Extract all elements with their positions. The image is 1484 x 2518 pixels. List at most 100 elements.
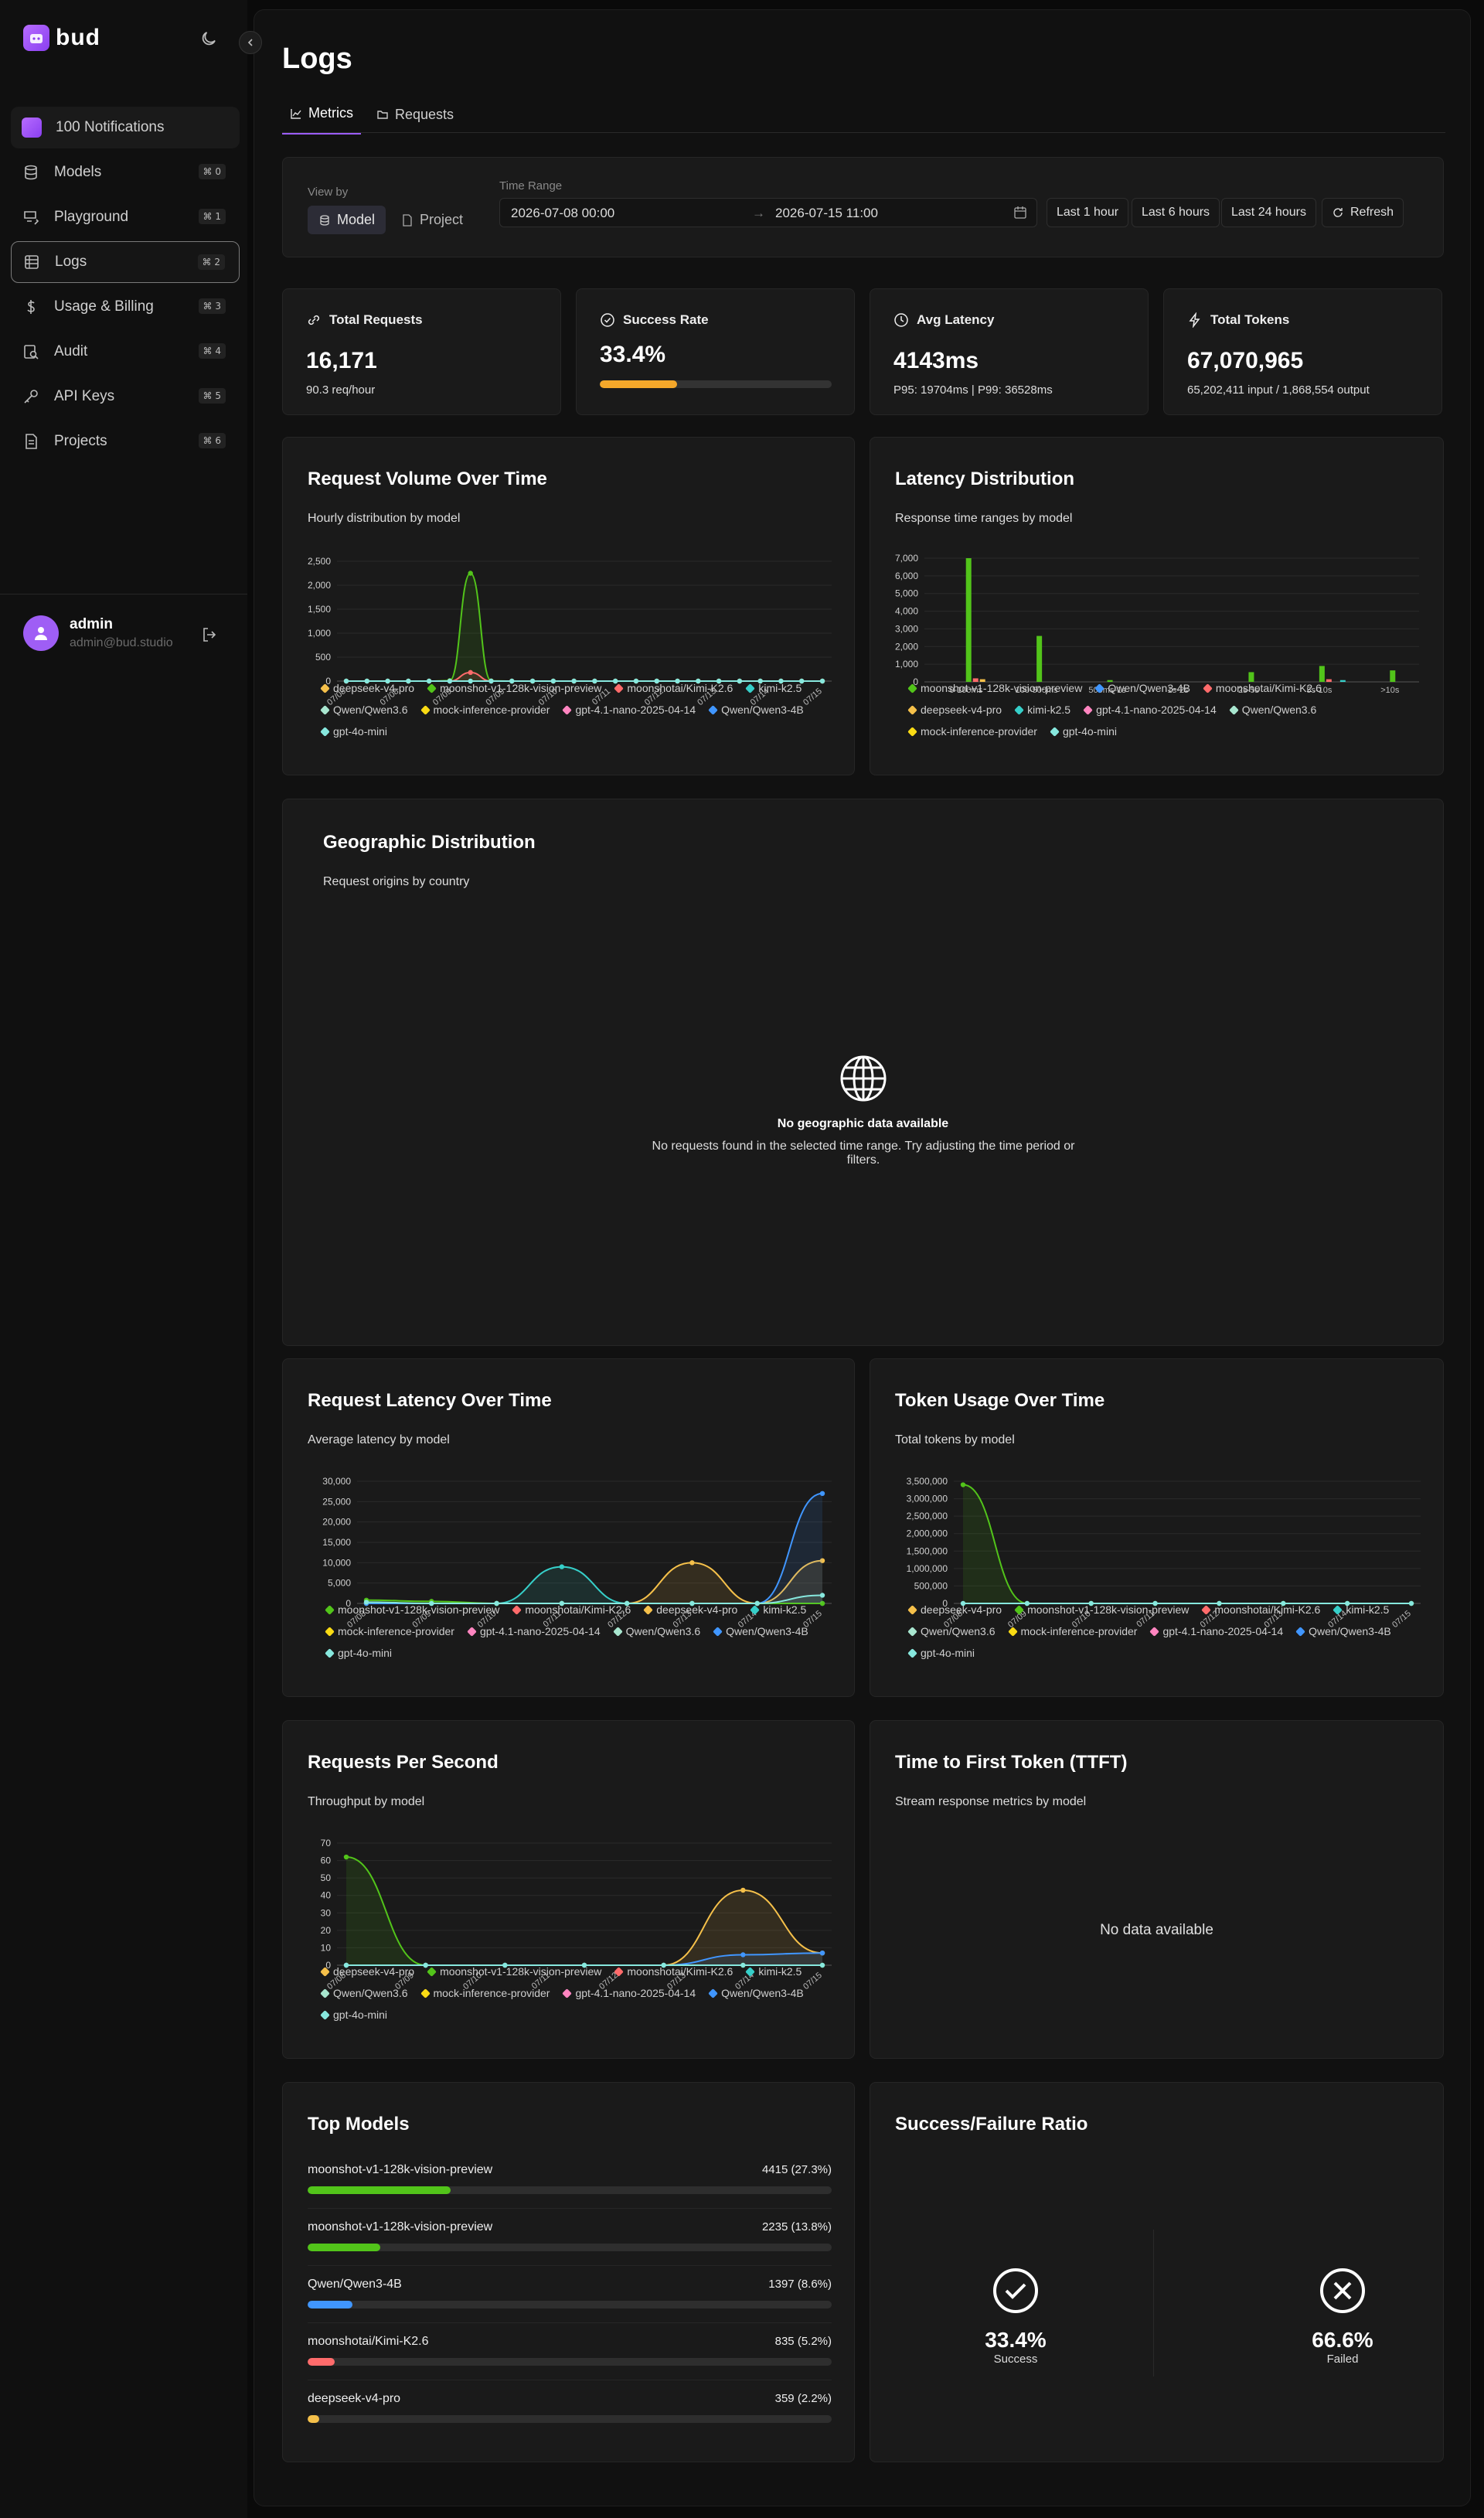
legend-item[interactable]: moonshot-v1-128k-vision-preview bbox=[427, 682, 601, 694]
legend-label: kimi-k2.5 bbox=[1027, 704, 1071, 716]
notifications-item[interactable]: 100 Notifications bbox=[11, 107, 240, 148]
data-point bbox=[529, 678, 536, 684]
legend-item[interactable]: moonshot-v1-128k-vision-preview bbox=[427, 1965, 601, 1978]
legend-item[interactable]: Qwen/Qwen3.6 bbox=[907, 1625, 996, 1637]
legend-label: mock-inference-provider bbox=[338, 1625, 454, 1637]
legend-item[interactable]: moonshot-v1-128k-vision-preview bbox=[907, 682, 1082, 694]
y-tick-label: 2,500 bbox=[308, 556, 331, 567]
legend-item[interactable]: Qwen/Qwen3.6 bbox=[320, 1987, 408, 1999]
last-1-hour-button[interactable]: Last 1 hour bbox=[1047, 198, 1129, 227]
y-tick-label: 0 bbox=[913, 676, 918, 687]
view-by-model-button[interactable]: Model bbox=[308, 206, 386, 234]
shortcut-badge: ⌘ 4 bbox=[198, 343, 226, 359]
legend-item[interactable]: Qwen/Qwen3.6 bbox=[1228, 704, 1316, 716]
legend-item[interactable]: gpt-4.1-nano-2025-04-14 bbox=[1083, 704, 1217, 716]
legend-item[interactable]: gpt-4.1-nano-2025-04-14 bbox=[467, 1625, 601, 1637]
legend-item[interactable]: gpt-4o-mini bbox=[907, 1647, 975, 1659]
legend-item[interactable]: gpt-4o-mini bbox=[325, 1647, 392, 1659]
sidebar-item-api-keys[interactable]: API Keys ⌘ 5 bbox=[11, 376, 240, 417]
refresh-button[interactable]: Refresh bbox=[1322, 198, 1404, 227]
legend-item[interactable]: moonshotai/Kimi-K2.6 bbox=[614, 682, 733, 694]
legend-marker bbox=[614, 1966, 625, 1977]
data-point bbox=[581, 1962, 587, 1968]
legend-item[interactable]: gpt-4.1-nano-2025-04-14 bbox=[562, 704, 696, 716]
legend-item[interactable]: moonshot-v1-128k-vision-preview bbox=[1014, 1603, 1189, 1616]
document-icon bbox=[22, 432, 40, 451]
legend-item[interactable]: kimi-k2.5 bbox=[750, 1603, 806, 1616]
sidebar-item-models[interactable]: Models ⌘ 0 bbox=[11, 152, 240, 193]
last-24-hours-button[interactable]: Last 24 hours bbox=[1221, 198, 1316, 227]
legend-item[interactable]: kimi-k2.5 bbox=[745, 1965, 802, 1978]
legend-item[interactable]: moonshotai/Kimi-K2.6 bbox=[1201, 1603, 1320, 1616]
legend-item[interactable]: kimi-k2.5 bbox=[745, 682, 802, 694]
user-profile[interactable]: admin admin@bud.studio bbox=[23, 615, 173, 651]
y-tick-label: 70 bbox=[321, 1838, 332, 1848]
x-circle-icon bbox=[1320, 2268, 1365, 2313]
legend-item[interactable]: mock-inference-provider bbox=[325, 1625, 454, 1637]
theme-toggle-moon-icon[interactable] bbox=[199, 29, 218, 48]
legend-item[interactable]: gpt-4o-mini bbox=[320, 2009, 388, 2021]
time-range-start[interactable]: 2026-07-08 00:00 bbox=[511, 206, 615, 220]
legend-item[interactable]: moonshot-v1-128k-vision-preview bbox=[325, 1603, 499, 1616]
data-point bbox=[559, 1600, 565, 1607]
legend-item[interactable]: Qwen/Qwen3.6 bbox=[612, 1625, 701, 1637]
legend-item[interactable]: gpt-4o-mini bbox=[1050, 725, 1117, 738]
legend-item[interactable]: mock-inference-provider bbox=[907, 725, 1037, 738]
view-by-project-button[interactable]: Project bbox=[390, 206, 474, 234]
tab-label: Requests bbox=[395, 106, 454, 122]
audit-icon bbox=[22, 342, 40, 361]
legend-item[interactable]: Qwen/Qwen3-4B bbox=[708, 704, 804, 716]
collapse-sidebar-button[interactable] bbox=[239, 31, 262, 54]
legend-item[interactable]: moonshotai/Kimi-K2.6 bbox=[1203, 682, 1322, 694]
failed-column: 66.6% Failed bbox=[1265, 2267, 1420, 2366]
legend-label: gpt-4o-mini bbox=[333, 2009, 388, 2021]
legend-item[interactable]: deepseek-v4-pro bbox=[320, 1965, 414, 1978]
legend-item[interactable]: Qwen/Qwen3-4B bbox=[1295, 1625, 1391, 1637]
chart-title: Request Latency Over Time bbox=[308, 1390, 552, 1411]
legend-item[interactable]: gpt-4o-mini bbox=[320, 725, 387, 738]
legend-item[interactable]: mock-inference-provider bbox=[1007, 1625, 1137, 1637]
bar bbox=[1319, 666, 1325, 682]
stat-value: 4143ms bbox=[893, 348, 979, 373]
legend-item[interactable]: gpt-4.1-nano-2025-04-14 bbox=[1149, 1625, 1283, 1637]
logout-icon[interactable] bbox=[201, 626, 218, 647]
sidebar-item-audit[interactable]: Audit ⌘ 4 bbox=[11, 331, 240, 373]
legend-item[interactable]: Qwen/Qwen3-4B bbox=[708, 1987, 804, 1999]
legend-item[interactable]: moonshotai/Kimi-K2.6 bbox=[512, 1603, 631, 1616]
time-range-picker[interactable]: 2026-07-08 00:00 → 2026-07-15 11:00 bbox=[499, 198, 1037, 227]
last-6-hours-button[interactable]: Last 6 hours bbox=[1132, 198, 1220, 227]
calendar-icon[interactable] bbox=[1013, 206, 1027, 223]
data-point bbox=[1408, 1600, 1414, 1607]
sidebar-item-logs[interactable]: Logs ⌘ 2 bbox=[11, 241, 240, 283]
sidebar-item-usage-billing[interactable]: Usage & Billing ⌘ 3 bbox=[11, 286, 240, 328]
legend-item[interactable]: mock-inference-provider bbox=[420, 704, 550, 716]
y-tick-label: 2,000 bbox=[895, 641, 918, 652]
request-volume-card: Request Volume Over Time Hourly distribu… bbox=[282, 437, 855, 775]
legend-item[interactable]: gpt-4.1-nano-2025-04-14 bbox=[562, 1987, 696, 1999]
legend-item[interactable]: kimi-k2.5 bbox=[1333, 1603, 1389, 1616]
legend-item[interactable]: moonshotai/Kimi-K2.6 bbox=[614, 1965, 733, 1978]
sidebar-item-projects[interactable]: Projects ⌘ 6 bbox=[11, 421, 240, 462]
legend-item[interactable]: kimi-k2.5 bbox=[1014, 704, 1071, 716]
legend-item[interactable]: Qwen/Qwen3-4B bbox=[1094, 682, 1190, 694]
legend-item[interactable]: deepseek-v4-pro bbox=[320, 682, 414, 694]
data-point bbox=[819, 678, 825, 684]
legend-item[interactable]: deepseek-v4-pro bbox=[643, 1603, 737, 1616]
time-range-end[interactable]: 2026-07-15 11:00 bbox=[775, 206, 878, 220]
legend-item[interactable]: deepseek-v4-pro bbox=[907, 704, 1002, 716]
sidebar-item-playground[interactable]: Playground ⌘ 1 bbox=[11, 196, 240, 238]
token-usage-card: Token Usage Over Time Total tokens by mo… bbox=[870, 1358, 1444, 1697]
legend-label: Qwen/Qwen3.6 bbox=[625, 1625, 701, 1637]
legend-item[interactable]: mock-inference-provider bbox=[420, 1987, 550, 1999]
legend-item[interactable]: deepseek-v4-pro bbox=[907, 1603, 1002, 1616]
legend-item[interactable]: Qwen/Qwen3.6 bbox=[320, 704, 408, 716]
refresh-label: Refresh bbox=[1350, 206, 1394, 219]
logo[interactable]: bud bbox=[23, 25, 100, 51]
tab-requests[interactable]: Requests bbox=[369, 99, 461, 135]
legend-item[interactable]: Qwen/Qwen3-4B bbox=[713, 1625, 808, 1637]
stat-title: Total Tokens bbox=[1210, 312, 1290, 327]
tab-metrics[interactable]: Metrics bbox=[282, 99, 361, 135]
legend-marker bbox=[1295, 1626, 1305, 1637]
series-area bbox=[346, 672, 822, 681]
bar bbox=[965, 558, 972, 682]
